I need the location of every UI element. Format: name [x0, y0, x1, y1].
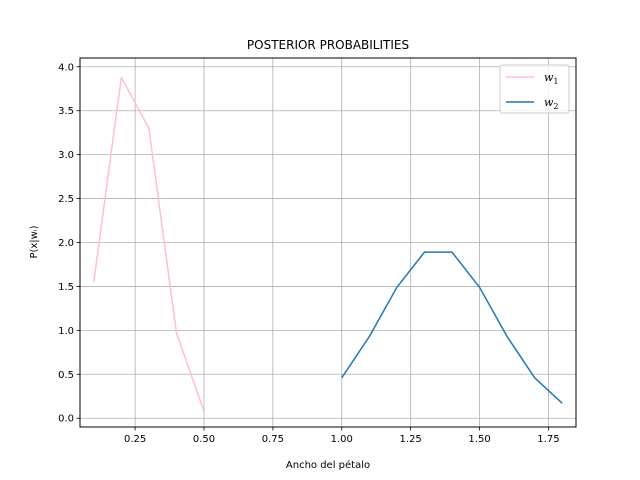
y-tick-label: 0.5	[58, 370, 74, 381]
legend-box	[499, 64, 570, 114]
x-tick-label: 1.50	[468, 434, 490, 445]
y-tick-label: 3.0	[58, 150, 74, 161]
y-tick-label: 4.0	[58, 62, 74, 73]
y-tick-label: 0.0	[58, 414, 74, 425]
x-tick-label: 1.25	[400, 434, 422, 445]
x-tick-label: 0.50	[193, 434, 215, 445]
series-line-w1	[93, 76, 205, 412]
x-tick-label: 0.75	[262, 434, 284, 445]
axis-ticks: 0.25 0.50 0.75 1.00 1.25 1.50 1.75 0.0 0.5 1.0 1.5…	[58, 62, 559, 445]
x-axis-label: Ancho del pétalo	[286, 459, 370, 471]
y-tick-label: 3.5	[58, 106, 74, 117]
grid	[80, 58, 576, 427]
x-tick-label: 1.75	[537, 434, 559, 445]
y-axis-label: P(x|wᵢ)	[29, 225, 40, 258]
y-tick-label: 1.0	[58, 326, 74, 337]
chart-title: POSTERIOR PROBABILITIES	[247, 38, 409, 52]
series-lines	[93, 76, 563, 412]
legend: w1 w2	[499, 64, 570, 114]
series-line-w2	[341, 251, 563, 404]
y-tick-label: 2.5	[58, 194, 74, 205]
legend-label-w1: w1	[544, 71, 559, 86]
legend-label-w2: w2	[544, 96, 559, 111]
x-tick-label: 0.25	[124, 434, 146, 445]
x-tick-label: 1.00	[331, 434, 353, 445]
y-tick-label: 1.5	[58, 282, 74, 293]
y-tick-label: 2.0	[58, 238, 74, 249]
